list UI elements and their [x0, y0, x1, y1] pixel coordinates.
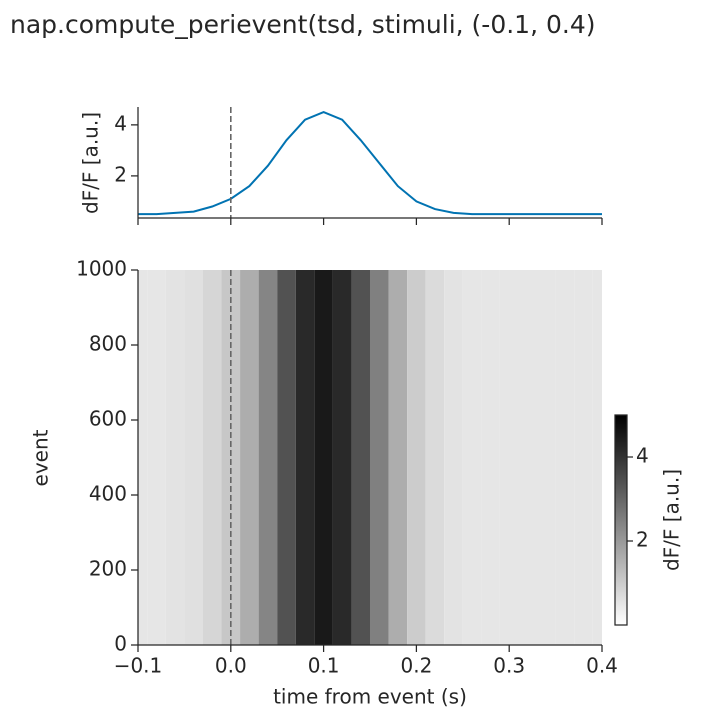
colorbar: [614, 414, 628, 626]
y-tick-label: 200: [89, 557, 127, 581]
heatmap-column: [462, 270, 482, 645]
heatmap-column: [444, 270, 463, 645]
heatmap-column: [221, 270, 241, 645]
heatmap-column: [165, 270, 185, 645]
heatmap-column: [147, 270, 166, 645]
heatmap-column: [518, 270, 538, 645]
y-axis-label: event: [29, 429, 53, 486]
heatmap-column: [351, 270, 370, 645]
x-tick-label: −0.1: [114, 654, 163, 678]
x-tick-label: 0.3: [493, 654, 525, 678]
heatmap-column: [332, 270, 352, 645]
heatmap-column: [184, 270, 203, 645]
y-axis-label: dF/F [a.u.]: [79, 112, 103, 214]
heatmap-column: [240, 270, 259, 645]
heatmap-column: [537, 270, 556, 645]
heatmap-column: [277, 270, 296, 645]
y-tick-label: 1000: [76, 257, 127, 281]
heatmap-column: [295, 270, 315, 645]
y-tick-label: 600: [89, 407, 127, 431]
x-tick-label: 0.0: [215, 654, 247, 678]
heatmap-column: [555, 270, 575, 645]
heatmap-column: [314, 270, 333, 645]
heatmap-column: [425, 270, 445, 645]
x-tick-label: 0.2: [400, 654, 432, 678]
heatmap-column: [370, 270, 389, 645]
colorbar-label: dF/F [a.u.]: [660, 469, 684, 571]
heatmap-column: [388, 270, 408, 645]
y-tick-label: 800: [89, 332, 127, 356]
y-tick-label: 400: [89, 482, 127, 506]
heatmap-column: [258, 270, 278, 645]
colorbar-tick-label: 2: [636, 528, 649, 552]
data-line: [138, 111, 602, 216]
y-tick-label: 2: [114, 162, 127, 186]
x-tick-label: 0.4: [586, 654, 618, 678]
heatmap-column: [481, 270, 500, 645]
x-tick-label: 0.1: [308, 654, 340, 678]
heatmap-column: [138, 270, 148, 645]
heatmap-column: [407, 270, 426, 645]
heatmap-column: [499, 270, 519, 645]
heatmap-column: [574, 270, 593, 645]
y-tick-label: 4: [114, 111, 127, 135]
colorbar-tick-label: 4: [636, 444, 649, 468]
heatmap-column: [202, 270, 222, 645]
chart-title: nap.compute_perievent(tsd, stimuli, (-0.…: [10, 10, 596, 39]
heatmap-column: [592, 270, 602, 645]
y-tick-label: 0: [114, 632, 127, 656]
x-axis-label: time from event (s): [273, 685, 467, 709]
